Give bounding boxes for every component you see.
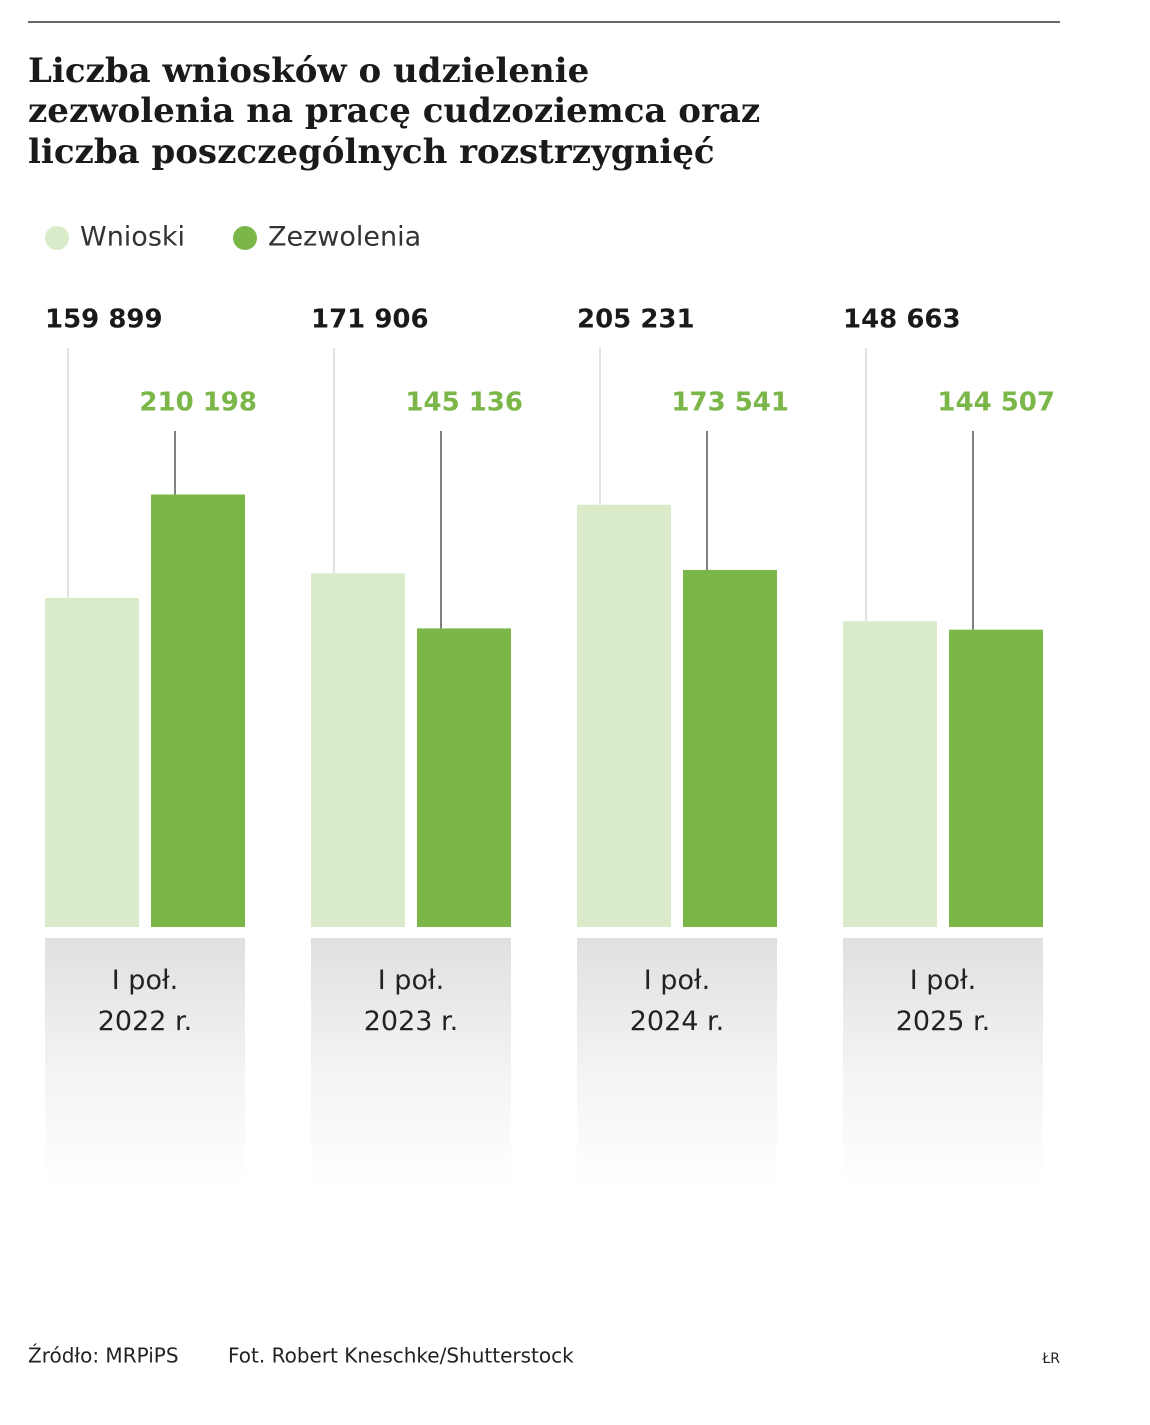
category-box: I poł. 2025 r.: [843, 938, 1043, 1188]
category-label: I poł. 2023 r.: [363, 965, 459, 1037]
value-label: 210 198: [139, 388, 257, 418]
category-box: I poł. 2022 r.: [45, 938, 245, 1188]
photo-credit: Fot. Robert Kneschke/Shutterstock: [228, 1344, 574, 1368]
value-label: 159 899: [45, 305, 163, 335]
bar: [577, 504, 671, 927]
value-label: 144 507: [937, 388, 1055, 418]
chart-title: zezwolenia na pracę cudzoziemca oraz: [28, 91, 760, 131]
category-label: I poł. 2022 r.: [97, 965, 193, 1037]
value-label: 145 136: [405, 388, 523, 418]
bar: [45, 598, 139, 927]
value-label: 148 663: [843, 305, 961, 335]
category-label: I poł. 2024 r.: [629, 965, 725, 1037]
legend-label: Wnioski: [80, 222, 185, 253]
legend-marker: [233, 226, 257, 250]
source: Źródło: MRPiPS: [28, 1344, 179, 1368]
bar: [683, 569, 777, 927]
legend-label: Zezwolenia: [268, 222, 421, 253]
bar: [311, 573, 405, 927]
legend-marker: [45, 226, 69, 250]
bar: [843, 621, 937, 927]
bar: [151, 494, 245, 927]
author: ŁR: [1041, 1351, 1060, 1367]
category-box: I poł. 2024 r.: [577, 938, 777, 1188]
category-box: I poł. 2023 r.: [311, 938, 511, 1188]
value-label: 173 541: [671, 388, 789, 418]
value-label: 205 231: [577, 305, 695, 335]
bar: [417, 628, 511, 927]
bar: [949, 629, 1043, 927]
chart-title: liczba poszczególnych rozstrzygnięć: [28, 132, 715, 172]
value-label: 171 906: [311, 305, 429, 335]
chart-title: Liczba wniosków o udzielenie: [28, 51, 589, 91]
category-label: I poł. 2025 r.: [895, 965, 991, 1037]
